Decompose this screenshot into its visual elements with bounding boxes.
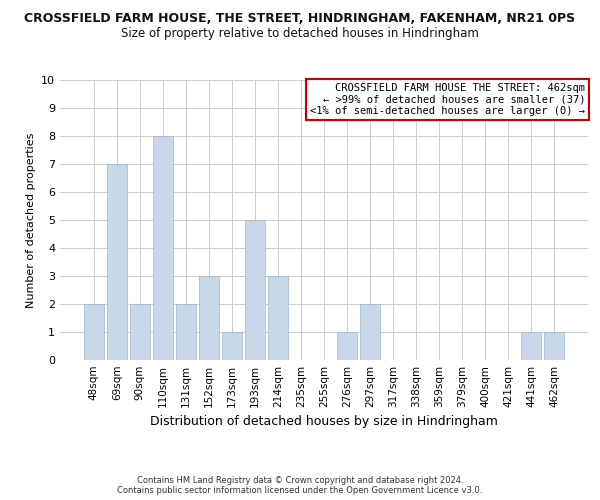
Bar	[130, 304, 149, 360]
Text: Contains HM Land Registry data © Crown copyright and database right 2024.
Contai: Contains HM Land Registry data © Crown c…	[118, 476, 482, 495]
Bar	[245, 220, 265, 360]
Bar	[153, 136, 173, 360]
Bar	[222, 332, 242, 360]
Bar	[107, 164, 127, 360]
Bar	[84, 304, 104, 360]
Text: CROSSFIELD FARM HOUSE, THE STREET, HINDRINGHAM, FAKENHAM, NR21 0PS: CROSSFIELD FARM HOUSE, THE STREET, HINDR…	[25, 12, 575, 26]
Bar	[521, 332, 541, 360]
Y-axis label: Number of detached properties: Number of detached properties	[26, 132, 35, 308]
Bar	[337, 332, 357, 360]
Text: CROSSFIELD FARM HOUSE THE STREET: 462sqm
← >99% of detached houses are smaller (: CROSSFIELD FARM HOUSE THE STREET: 462sqm…	[310, 83, 585, 116]
Bar	[199, 276, 218, 360]
Bar	[360, 304, 380, 360]
X-axis label: Distribution of detached houses by size in Hindringham: Distribution of detached houses by size …	[150, 416, 498, 428]
Bar	[544, 332, 564, 360]
Text: Size of property relative to detached houses in Hindringham: Size of property relative to detached ho…	[121, 28, 479, 40]
Bar	[176, 304, 196, 360]
Bar	[268, 276, 288, 360]
